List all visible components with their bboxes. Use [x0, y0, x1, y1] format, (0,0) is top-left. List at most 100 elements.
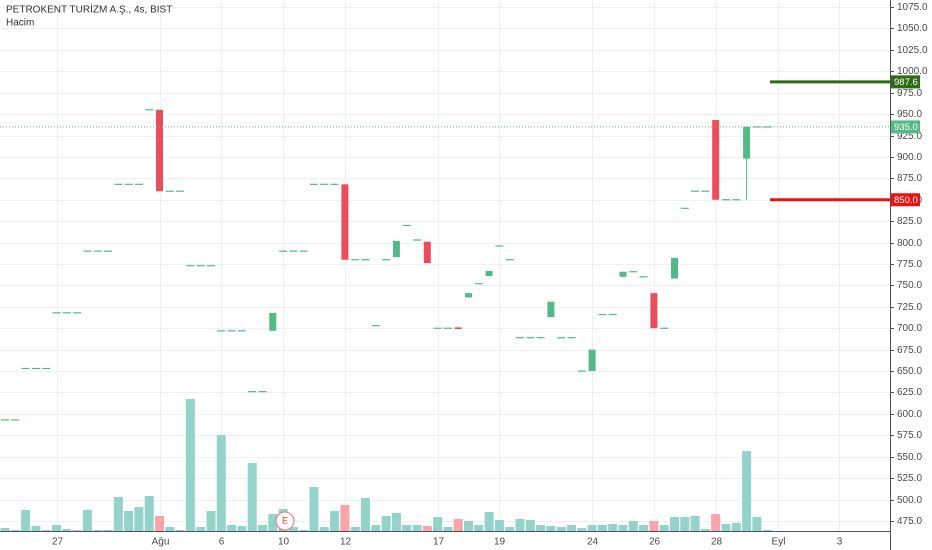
volume-bar [453, 519, 463, 531]
volume-bar [124, 511, 134, 531]
y-tick-label: 750.0 [897, 280, 922, 291]
price-badge [891, 193, 920, 207]
volume-bar [10, 530, 20, 531]
y-tick-label: 625.0 [897, 387, 922, 398]
y-tick-label: 725.0 [897, 302, 922, 313]
volume-bar [752, 517, 762, 531]
candle-body [671, 258, 678, 279]
y-tick-label: 925.0 [897, 131, 922, 142]
y-tick-label: 900.0 [897, 152, 922, 163]
volume-bar [659, 525, 669, 531]
candle-body [588, 349, 596, 372]
candle-body [465, 293, 472, 298]
candle-body [392, 240, 400, 258]
volume-bar [711, 514, 721, 531]
volume-bar [402, 525, 412, 531]
volume-bar [134, 507, 144, 531]
volume-bar [330, 511, 340, 531]
volume-bar [381, 516, 391, 531]
volume-bar [525, 520, 535, 531]
volume-bar [237, 526, 247, 531]
volume-bar [587, 525, 597, 531]
volume-bar [618, 525, 628, 531]
x-tick-label: 27 [52, 537, 64, 548]
x-tick-label: 28 [711, 537, 723, 548]
y-tick-label: 475.0 [897, 516, 922, 527]
volume-bar [206, 511, 216, 531]
volume-bar [546, 526, 556, 531]
volume-bar [680, 517, 690, 531]
volume-bar [464, 521, 473, 531]
candle-body [269, 312, 277, 331]
volume-bar [227, 525, 237, 531]
volume-bar [216, 435, 226, 531]
y-tick-label: 775.0 [897, 259, 922, 270]
candle-body [743, 126, 751, 159]
x-tick-label: 6 [219, 537, 225, 548]
price-badge [891, 75, 920, 89]
y-tick-label: 975.0 [897, 88, 922, 99]
x-tick-label: 17 [433, 537, 445, 548]
candle-body [485, 270, 493, 276]
volume-bar [175, 530, 185, 531]
price-badge-label: 850.0 [894, 195, 918, 206]
candles [1, 109, 772, 421]
price-badge-label: 987.6 [894, 77, 918, 88]
volume [0, 399, 772, 531]
x-tick-label: 24 [587, 537, 599, 548]
volume-bar [577, 528, 587, 531]
volume-bar [505, 527, 515, 531]
y-tick-label: 575.0 [897, 430, 922, 441]
volume-bar [690, 516, 700, 531]
candle-body [712, 120, 720, 200]
volume-bar [155, 516, 164, 531]
volume-bar [319, 527, 329, 531]
y-tick-label: 1050.0 [897, 23, 928, 34]
candle-body [547, 301, 555, 318]
volume-bar [268, 514, 278, 531]
y-tick-label: 500.0 [897, 495, 922, 506]
volume-bar [350, 527, 360, 531]
volume-bar [113, 497, 123, 531]
volume-bar [412, 525, 422, 531]
event-label[interactable]: E [282, 515, 288, 525]
y-tick-label: 800.0 [897, 238, 922, 249]
volume-bar [82, 510, 92, 531]
price-badge-label: 935.0 [894, 122, 918, 133]
volume-bar [371, 525, 381, 531]
volume-bar [494, 520, 504, 531]
x-tick-label: Eyl [772, 537, 786, 548]
volume-bar [21, 510, 31, 531]
volume-bar [536, 525, 546, 531]
candle-body [423, 241, 431, 264]
candle-body [619, 271, 627, 277]
volume-bar [93, 530, 103, 531]
volume-bar [597, 525, 607, 531]
overlay [0, 7, 894, 522]
y-tick-label: 550.0 [897, 452, 922, 463]
volume-bar [567, 525, 576, 531]
price-badge [891, 120, 920, 134]
x-tick-label: 12 [340, 537, 352, 548]
chart-title: PETROKENT TURİZM A.Ş., 4s, BIST [6, 3, 172, 16]
volume-bar [762, 530, 772, 531]
event-marker[interactable] [275, 511, 295, 531]
volume-bar [196, 527, 206, 531]
volume-bar [309, 487, 319, 531]
volume-bar [52, 525, 61, 531]
volume-bar [72, 530, 82, 531]
y-tick-label: 525.0 [897, 473, 922, 484]
y-tick-label: 950.0 [897, 109, 922, 120]
volume-bar [247, 463, 257, 531]
y-tick-label: 1000.0 [897, 66, 928, 77]
volume-bar [258, 525, 267, 531]
volume-bar [299, 530, 309, 531]
volume-label: Hacim [6, 18, 34, 29]
volume-bar [670, 517, 679, 531]
volume-bar [628, 521, 638, 531]
volume-bar [340, 505, 350, 531]
y-tick-label: 700.0 [897, 323, 922, 334]
y-tick-label: 675.0 [897, 345, 922, 356]
volume-bar [0, 528, 10, 531]
